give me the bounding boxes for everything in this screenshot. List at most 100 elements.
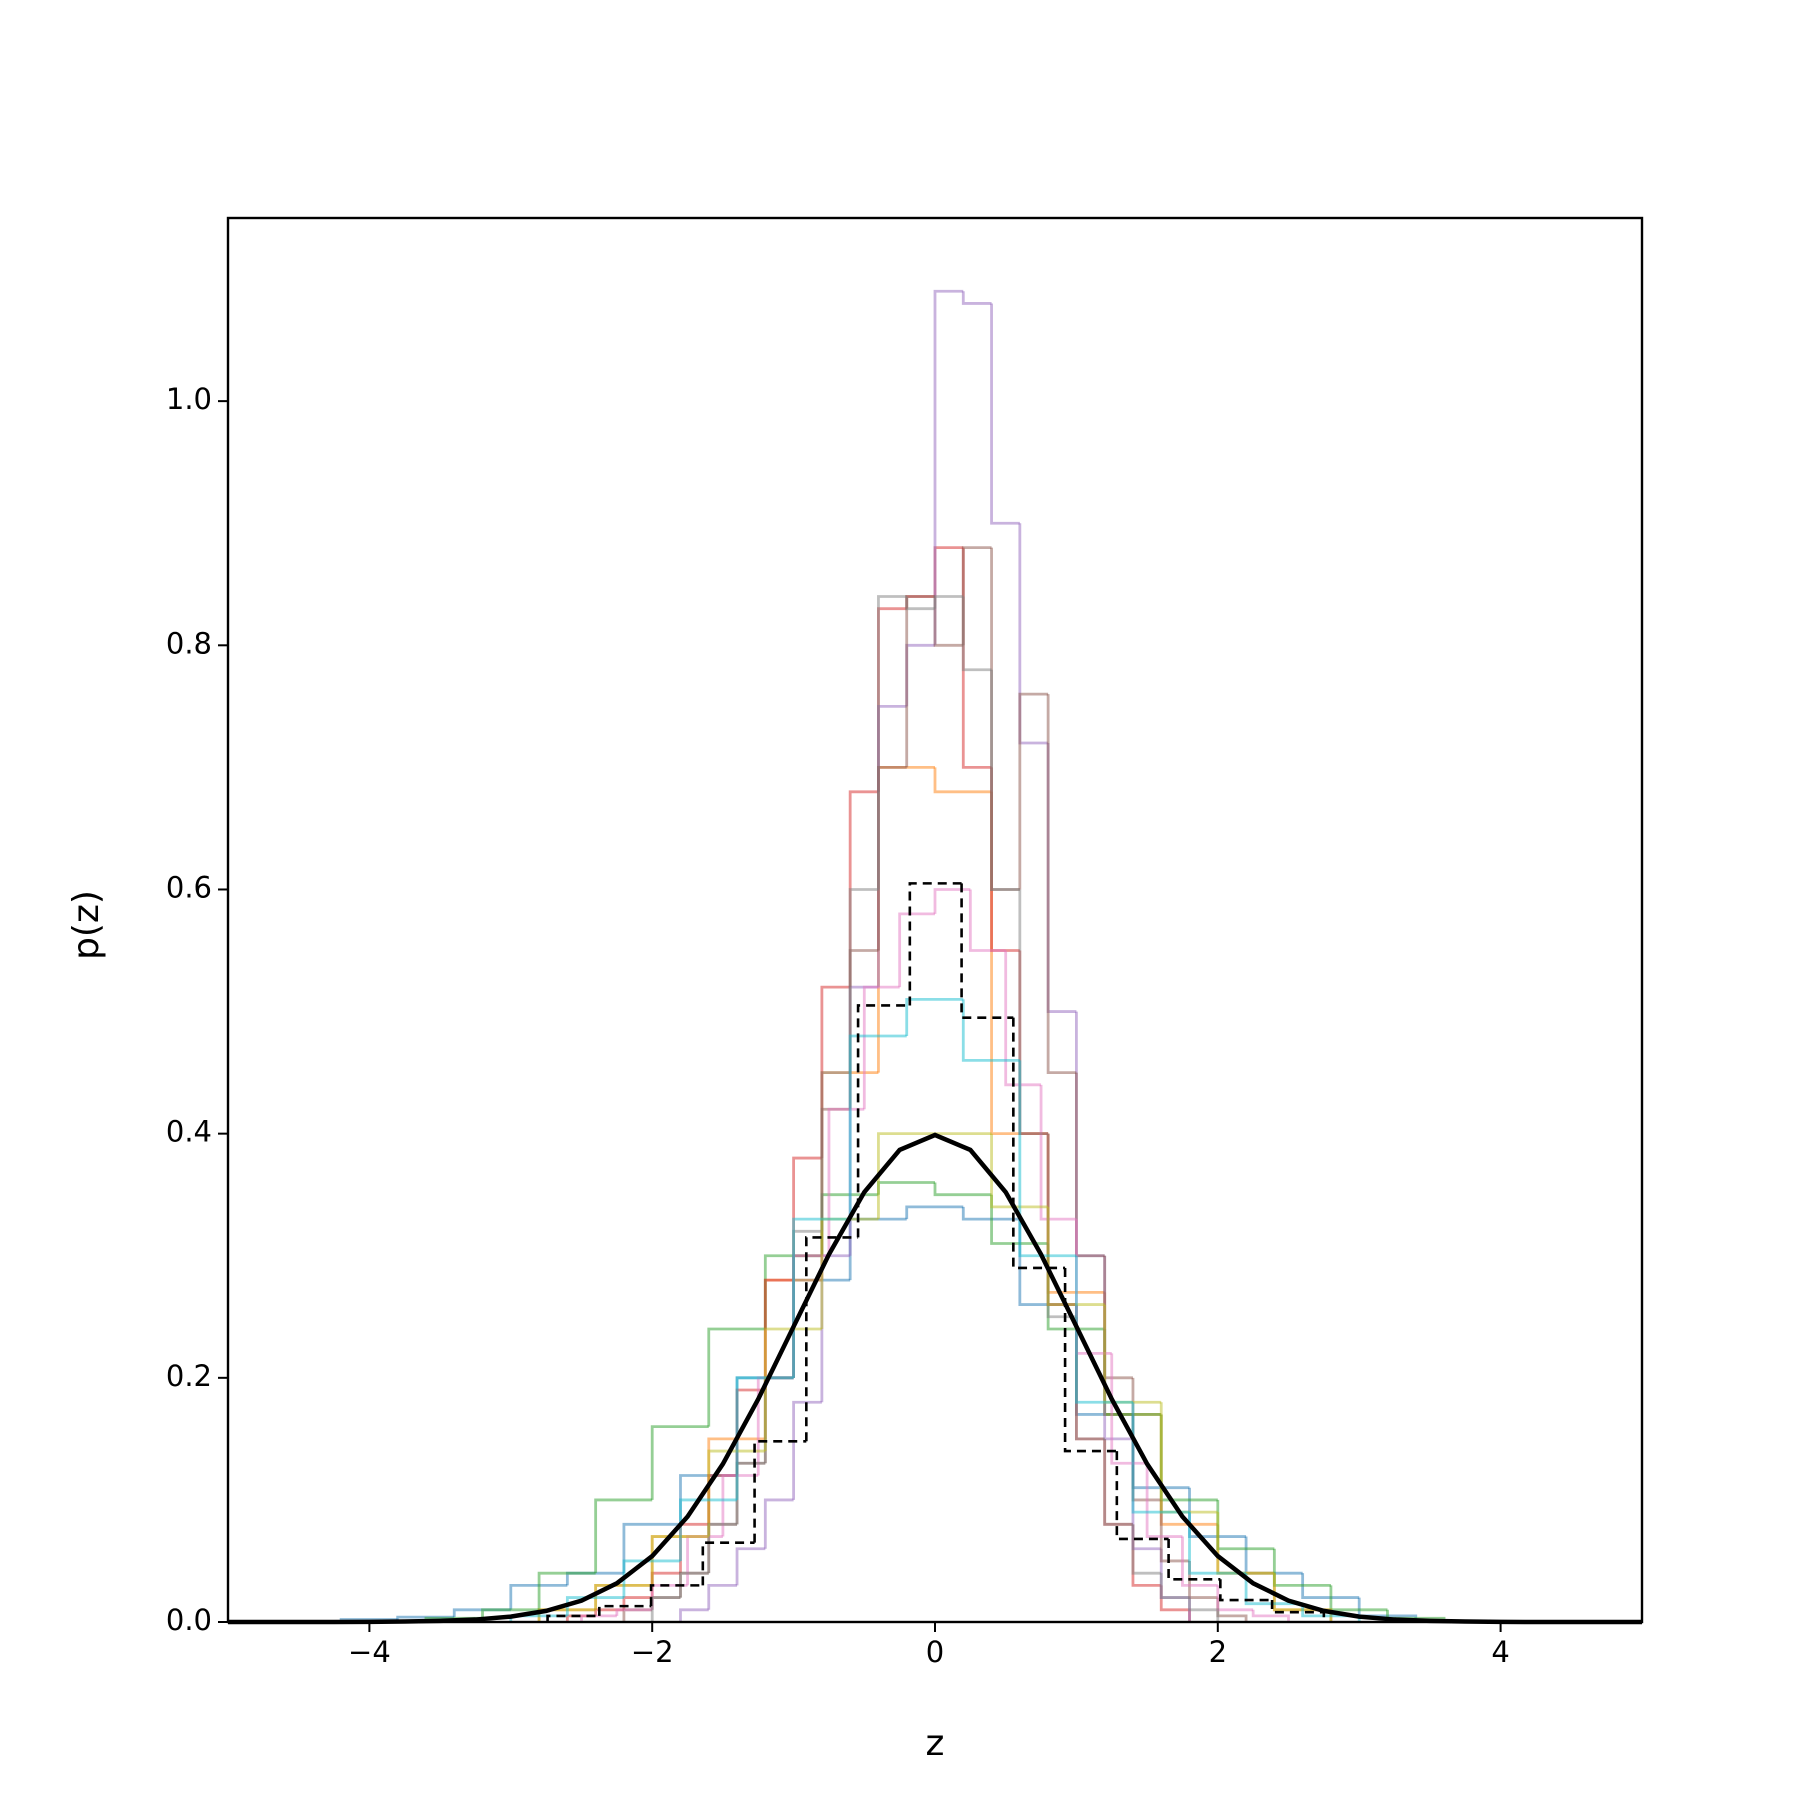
y-tick-label: 0.0	[166, 1603, 212, 1637]
x-tick-label: −2	[631, 1635, 674, 1669]
histogram-step	[961, 291, 992, 305]
histogram-step	[622, 1559, 681, 1598]
histogram-step	[679, 1571, 709, 1598]
histogram-step	[990, 669, 1020, 891]
y-tick-label: 1.0	[166, 382, 212, 416]
histogram-step	[546, 1614, 600, 1622]
x-axis-label: z	[926, 1723, 945, 1764]
y-axis-label: p(z)	[66, 890, 107, 960]
histogram-step	[960, 883, 1014, 1019]
x-tick-label: 4	[1491, 1635, 1509, 1669]
histogram-step	[933, 767, 992, 794]
histogram-step	[509, 1583, 568, 1610]
histogram-step	[1012, 1017, 1066, 1270]
histogram-step	[856, 1004, 910, 1238]
histogram-step	[1018, 692, 1049, 890]
histogram-step	[933, 595, 964, 609]
histogram-step	[1251, 1609, 1290, 1622]
histogram-step	[1004, 950, 1042, 1087]
histogram-step	[1159, 1499, 1190, 1563]
histogram-step	[961, 596, 992, 672]
y-tick-label: 0.4	[166, 1115, 212, 1149]
histogram-step	[961, 1206, 1020, 1221]
plot-frame	[226, 216, 1644, 1624]
y-tick-label: 0.8	[166, 626, 212, 660]
histogram-step	[933, 888, 971, 914]
histogram-step	[905, 1205, 964, 1220]
histogram-step	[1103, 1438, 1133, 1526]
histogram-step	[961, 999, 1020, 1062]
histogram-step	[615, 1608, 653, 1616]
histogram-step	[990, 1133, 1049, 1209]
x-tick-label: −4	[348, 1635, 391, 1669]
histogram-step	[622, 1522, 681, 1574]
histogram-step	[650, 1425, 709, 1500]
histogram-step	[735, 1547, 766, 1586]
histogram-step	[862, 985, 900, 1110]
histogram-step	[968, 889, 1006, 952]
histogram-step	[898, 912, 935, 988]
histogram-step	[1046, 1206, 1105, 1306]
histogram-step	[820, 1071, 851, 1232]
histogram-step	[1301, 1603, 1361, 1622]
normal-curve	[228, 1132, 1642, 1625]
histogram-step	[848, 888, 879, 1073]
histogram-step	[721, 1474, 759, 1537]
histogram-step	[1159, 1573, 1190, 1599]
histogram-step	[735, 1376, 794, 1500]
histogram-step	[679, 1498, 738, 1561]
histogram-step	[707, 1449, 766, 1537]
histogram-step	[481, 1608, 540, 1619]
histogram-step	[753, 1440, 807, 1543]
histogram-step	[1110, 1353, 1148, 1465]
histogram-step	[1115, 1451, 1169, 1541]
histogram-step	[1181, 1536, 1218, 1587]
histogram-step	[877, 595, 907, 890]
histogram-step	[679, 1608, 709, 1622]
histogram-step	[594, 1498, 653, 1574]
histogram-step	[1244, 1573, 1303, 1606]
histogram-step	[827, 1107, 865, 1256]
histogram-step	[580, 1614, 617, 1622]
histogram-step	[1301, 1573, 1360, 1599]
histogram-step	[1131, 1524, 1162, 1575]
histogram-step	[990, 303, 1020, 525]
histogram-step	[565, 1596, 624, 1616]
x-tick-label: 0	[926, 1635, 944, 1669]
histogram-step	[1145, 1463, 1183, 1538]
histogram-step	[1063, 1267, 1117, 1453]
histogram-step	[1219, 1579, 1273, 1602]
histogram-step	[933, 596, 964, 647]
histogram-step	[763, 1327, 822, 1452]
x-tick-label: 2	[1209, 1635, 1227, 1669]
histogram-step	[594, 1583, 653, 1610]
histogram-step	[650, 1535, 709, 1586]
histogram-step	[933, 1182, 992, 1197]
histogram-step	[649, 1584, 703, 1607]
histogram-step	[905, 596, 935, 611]
histogram-step	[908, 882, 962, 1006]
histogram-step	[1188, 1512, 1247, 1575]
histogram-step	[848, 1034, 907, 1220]
histogram-step	[1018, 1060, 1077, 1258]
histogram-step	[1046, 1133, 1077, 1319]
y-tick-label: 0.2	[166, 1359, 212, 1393]
histogram-step	[905, 997, 964, 1036]
histogram-step	[933, 289, 964, 646]
histogram-step	[1039, 1084, 1077, 1221]
histogram-step	[763, 1498, 794, 1549]
histogram-step	[792, 1400, 822, 1500]
histogram-step	[701, 1541, 755, 1586]
histogram-step	[877, 1132, 935, 1220]
histogram-step	[707, 1583, 738, 1610]
histogram-step	[805, 1236, 859, 1442]
histogram-step	[598, 1604, 652, 1616]
histogram-step	[1270, 1600, 1326, 1622]
histogram-step	[1046, 694, 1077, 1075]
y-tick-label: 0.6	[166, 870, 212, 904]
histogram-step	[707, 1327, 766, 1427]
histogram-step	[537, 1571, 596, 1610]
histogram-step	[990, 1194, 1049, 1245]
